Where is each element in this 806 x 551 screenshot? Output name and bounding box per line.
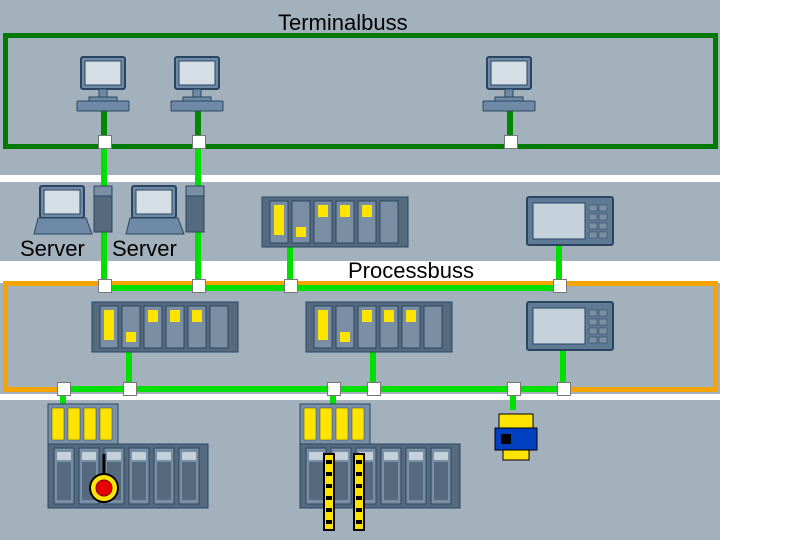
plc-rack-icon [92,302,238,352]
network-node [123,382,137,396]
computer-icon [34,184,94,242]
network-node [98,135,112,149]
computer-icon [126,184,186,242]
network-wire [101,285,561,291]
io-station-icon [48,404,208,512]
hmi-panel-icon [527,302,613,350]
estop-icon [84,454,124,504]
scanner-icon [495,414,537,464]
network-node [367,382,381,396]
network-node [57,382,71,396]
server-tower-icon [184,184,208,236]
plc-rack-icon [306,302,452,352]
light-curtain-icon [350,454,368,530]
network-node [284,279,298,293]
terminal-bus-label: Terminalbuss [278,10,408,36]
plc-rack-icon [262,197,408,247]
light-curtain-icon [320,454,338,530]
network-node [192,135,206,149]
computer-icon [169,55,229,113]
server-tower-icon [92,184,116,236]
network-node [504,135,518,149]
computer-icon [481,55,541,113]
network-node [327,382,341,396]
network-node [98,279,112,293]
network-node [192,279,206,293]
network-node [557,382,571,396]
process-bus-label: Processbuss [348,258,474,284]
network-node [553,279,567,293]
hmi-panel-icon [527,197,613,245]
network-node [507,382,521,396]
computer-icon [75,55,135,113]
